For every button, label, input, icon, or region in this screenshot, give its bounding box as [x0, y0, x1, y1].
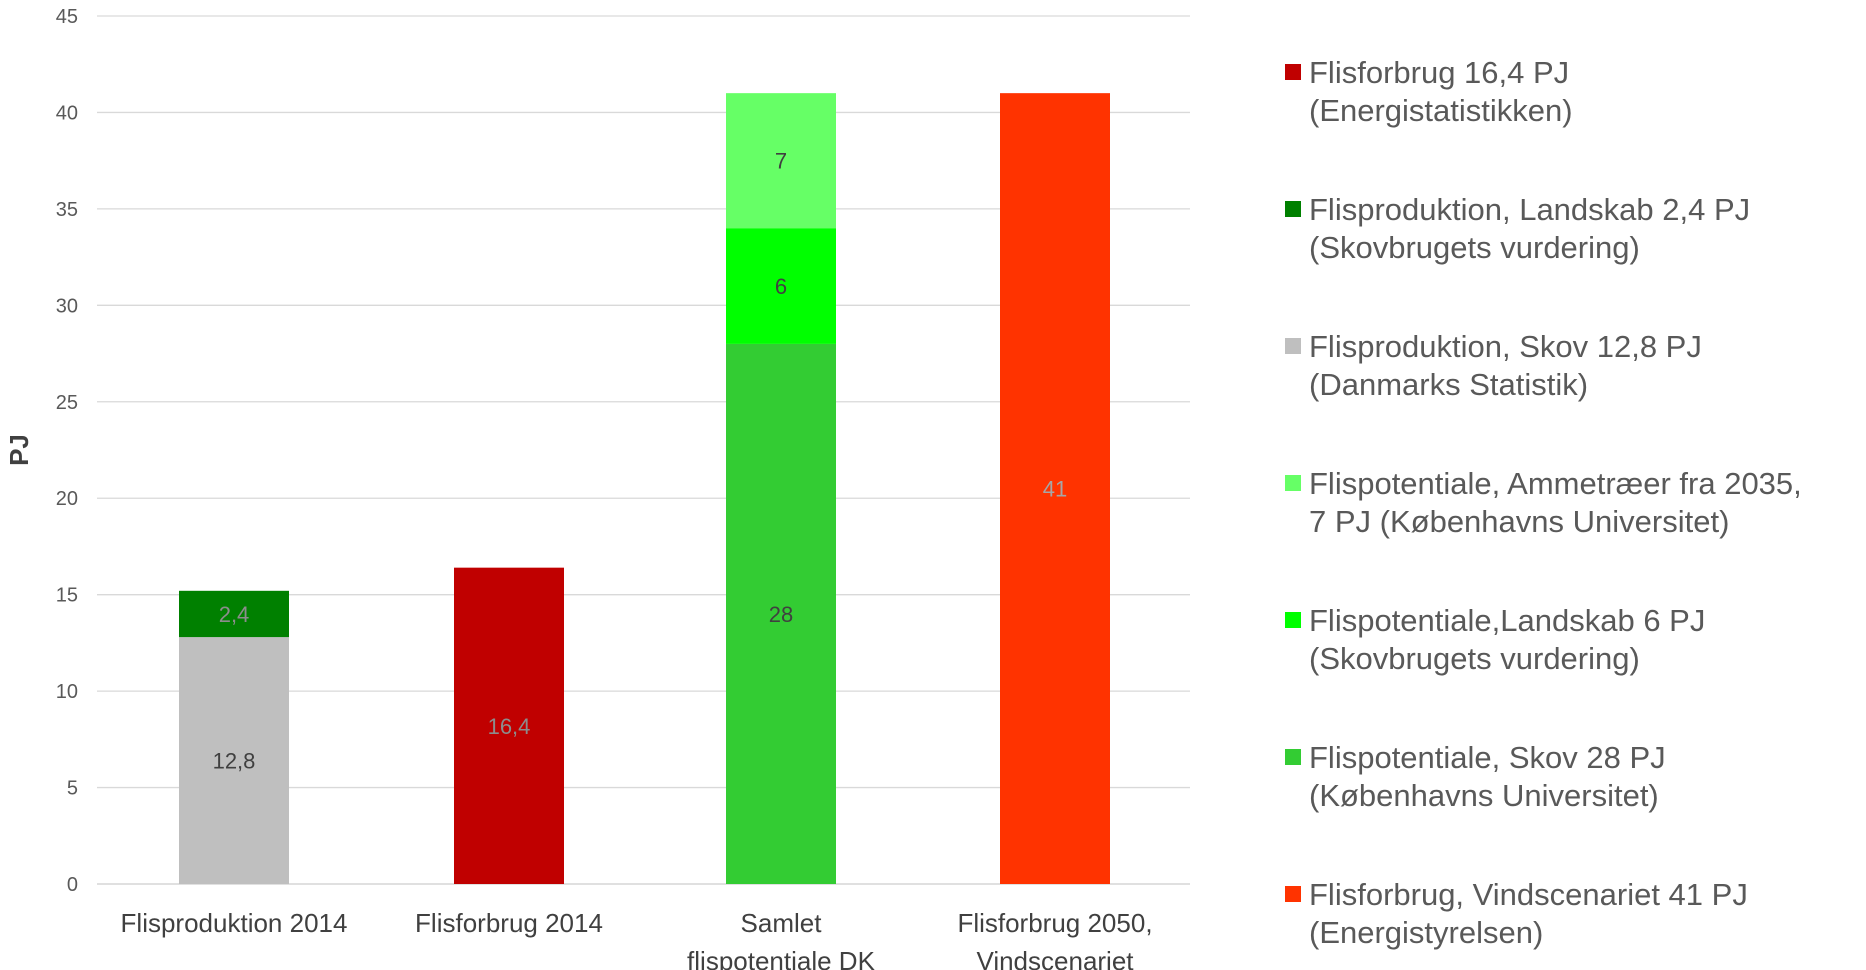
bar-segment: [179, 637, 289, 884]
legend-swatch: [1285, 612, 1301, 628]
legend-swatch: [1285, 338, 1301, 354]
legend-swatch: [1285, 749, 1301, 765]
y-tick-label: 35: [56, 199, 78, 221]
y-axis-title: PJ: [4, 434, 34, 466]
legend-label: (Skovbrugets vurdering): [1309, 230, 1640, 265]
y-tick-label: 40: [56, 102, 78, 124]
y-tick-label: 15: [56, 585, 78, 607]
legend-label: Flisforbrug 16,4 PJ: [1309, 55, 1569, 90]
x-category-label: flispotentiale DK: [687, 946, 876, 970]
legend-label: Flispotentiale, Skov 28 PJ: [1309, 740, 1666, 775]
bar-segment: [726, 93, 836, 229]
x-axis-category-labels: Flisproduktion 2014 Flisforbrug 2014 Samle…: [121, 908, 1153, 970]
bars: 12,8 2,4 16,4 28 6 7 41: [179, 93, 1110, 884]
bar-data-label: 16,4: [488, 714, 531, 739]
legend-label: (Københavns Universitet): [1309, 778, 1659, 813]
bar-segment: [726, 343, 836, 884]
legend-swatch: [1285, 201, 1301, 217]
bar-segment: [454, 567, 564, 884]
legend-item: Flispotentiale, Skov 28 PJ(Københavns Un…: [1285, 740, 1666, 813]
legend-swatch: [1285, 64, 1301, 80]
y-axis-ticks: 0 5 10 15 20 25 30 35 40 45: [56, 6, 78, 896]
legend-label: Flispotentiale, Ammetræer fra 2035,: [1309, 466, 1802, 501]
bar-data-label: 28: [769, 602, 793, 627]
x-category-label: Flisforbrug 2050,: [957, 908, 1152, 938]
bar-segment: [179, 590, 289, 638]
legend-label: (Energistyrelsen): [1309, 915, 1543, 950]
x-category-label: Vindscenariet: [976, 946, 1134, 970]
bar-data-label: 2,4: [219, 602, 250, 627]
y-tick-label: 20: [56, 488, 78, 510]
legend-label: (Energistatistikken): [1309, 93, 1573, 128]
legend: Flisforbrug 16,4 PJ(Energistatistikken)F…: [1285, 55, 1802, 950]
legend-label: (Danmarks Statistik): [1309, 367, 1588, 402]
legend-item: Flispotentiale,Landskab 6 PJ(Skovbrugets…: [1285, 603, 1705, 676]
legend-item: Flisproduktion, Landskab 2,4 PJ(Skovbrug…: [1285, 192, 1750, 265]
bar-data-label: 41: [1043, 477, 1067, 502]
legend-swatch: [1285, 475, 1301, 491]
legend-label: Flispotentiale,Landskab 6 PJ: [1309, 603, 1705, 638]
x-category-label: Flisforbrug 2014: [415, 908, 603, 938]
bar-segment: [1000, 93, 1110, 884]
legend-label: Flisforbrug, Vindscenariet 41 PJ: [1309, 877, 1748, 912]
bar-data-label: 6: [775, 274, 787, 299]
x-category-label: Flisproduktion 2014: [121, 908, 348, 938]
bar-data-label: 12,8: [213, 749, 256, 774]
legend-swatch: [1285, 886, 1301, 902]
legend-item: Flisforbrug, Vindscenariet 41 PJ(Energis…: [1285, 877, 1748, 950]
y-tick-label: 5: [67, 778, 78, 800]
legend-item: Flisforbrug 16,4 PJ(Energistatistikken): [1285, 55, 1573, 128]
legend-label: Flisproduktion, Landskab 2,4 PJ: [1309, 192, 1750, 227]
y-tick-label: 25: [56, 392, 78, 414]
y-tick-label: 30: [56, 295, 78, 317]
legend-item: Flisproduktion, Skov 12,8 PJ(Danmarks St…: [1285, 329, 1702, 402]
y-tick-label: 10: [56, 681, 78, 703]
legend-item: Flispotentiale, Ammetræer fra 2035,7 PJ …: [1285, 466, 1802, 539]
y-tick-label: 0: [67, 874, 78, 896]
y-tick-label: 45: [56, 6, 78, 28]
legend-label: 7 PJ (Københavns Universitet): [1309, 504, 1729, 539]
legend-label: (Skovbrugets vurdering): [1309, 641, 1640, 676]
bar-segment: [726, 228, 836, 344]
bar-data-label: 7: [775, 149, 787, 174]
x-category-label: Samlet: [741, 908, 823, 938]
legend-label: Flisproduktion, Skov 12,8 PJ: [1309, 329, 1702, 364]
